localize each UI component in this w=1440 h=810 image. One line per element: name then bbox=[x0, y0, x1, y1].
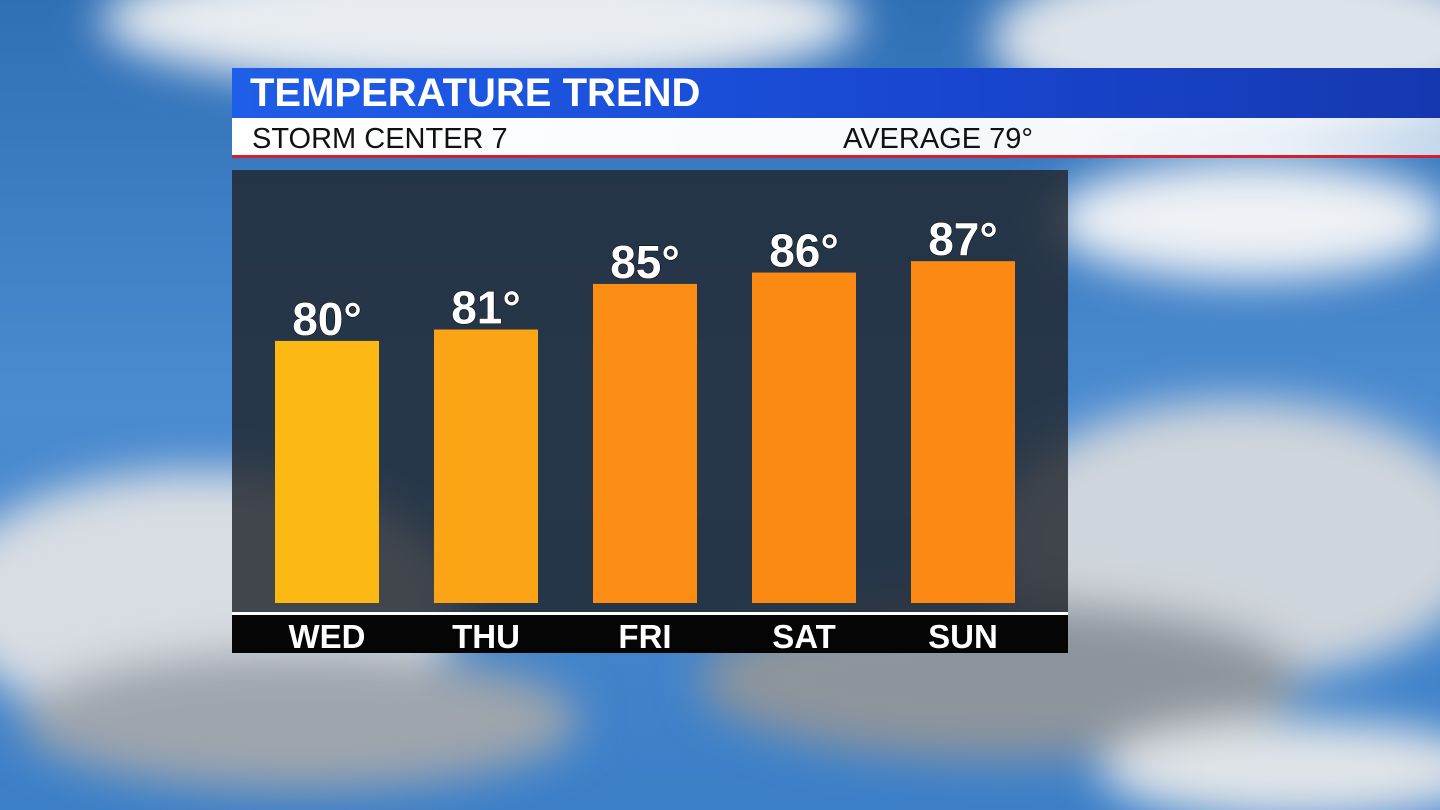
value-label: 85° bbox=[610, 236, 680, 288]
x-tick-label: SAT bbox=[772, 618, 836, 655]
chart-title: TEMPERATURE TREND bbox=[250, 71, 700, 115]
title-bar bbox=[232, 68, 1440, 118]
bar bbox=[593, 283, 697, 603]
accent-line bbox=[232, 155, 1440, 158]
category-band bbox=[232, 615, 1068, 653]
bar bbox=[434, 329, 538, 603]
value-label: 87° bbox=[928, 213, 998, 265]
average-annotation: AVERAGE 79° bbox=[843, 123, 1033, 155]
subtitle: STORM CENTER 7 bbox=[252, 123, 508, 155]
x-tick-label: FRI bbox=[618, 618, 671, 655]
value-label: 81° bbox=[451, 282, 521, 334]
bar bbox=[752, 272, 856, 603]
value-label: 86° bbox=[769, 225, 839, 277]
subtitle-bar bbox=[232, 118, 1440, 156]
value-label: 80° bbox=[292, 293, 362, 345]
bars: 80° WED 81° THU 85° FRI 86° SAT 87° SUN bbox=[275, 213, 1015, 655]
baseline bbox=[232, 612, 1068, 615]
x-tick-label: WED bbox=[289, 618, 366, 655]
bar bbox=[275, 340, 379, 603]
x-tick-label: SUN bbox=[928, 618, 998, 655]
x-tick-label: THU bbox=[452, 618, 520, 655]
bar bbox=[911, 261, 1015, 603]
